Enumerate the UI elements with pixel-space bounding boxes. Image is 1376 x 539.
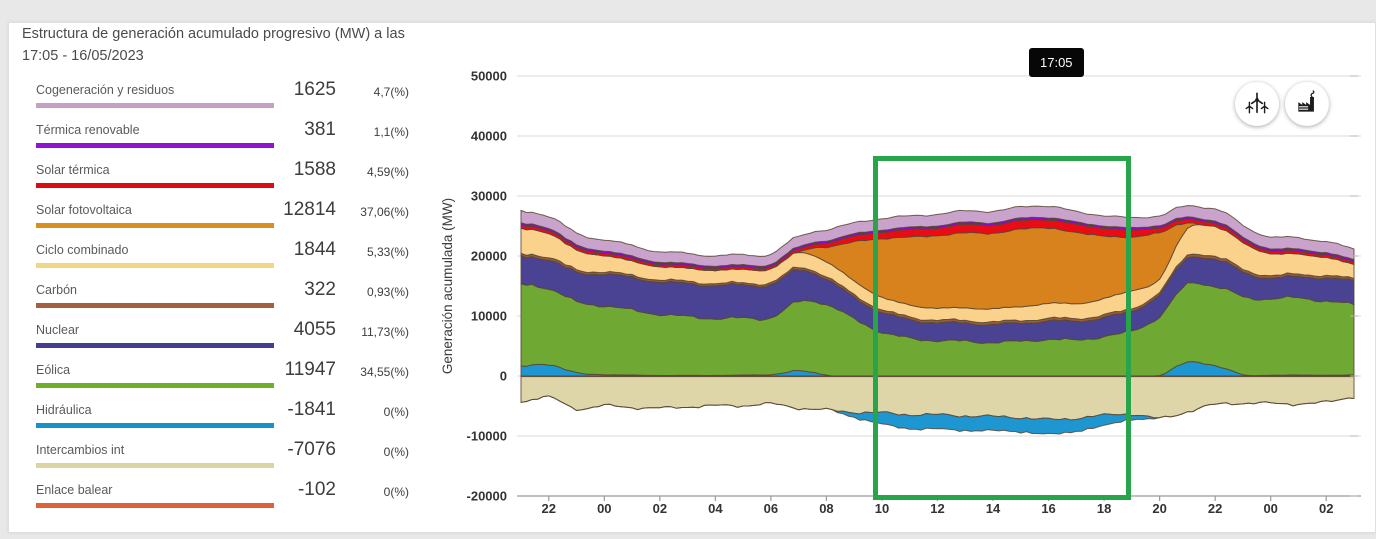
stacked-area-chart[interactable]: 22 00 02 04 06 08 10 12 14 16 18 20 22 00 02 50000 40000… <box>9 23 1376 534</box>
legend-label: Intercambios int <box>36 443 125 457</box>
factory-icon <box>1294 89 1320 119</box>
legend-color-bar <box>36 143 274 148</box>
legend-percent: 0,93(%) <box>366 285 409 299</box>
legend-item-eolica[interactable]: Eólica 11947 34,55(%) <box>36 359 409 401</box>
legend-color-bar <box>36 343 274 348</box>
legend-item-hidraulica[interactable]: Hidráulica -1841 0(%) <box>36 399 409 441</box>
y-tick-label: 50000 <box>471 69 507 84</box>
legend-value: 1844 <box>293 239 336 260</box>
x-tick-label: 16 <box>1041 501 1055 516</box>
legend-percent: 5,33(%) <box>366 245 409 259</box>
wind-turbines-icon <box>1244 90 1270 119</box>
legend-item-solar_fv[interactable]: Solar fotovoltaica 12814 37,06(%) <box>36 199 409 241</box>
legend-label: Térmica renovable <box>36 123 140 137</box>
x-tick-label: 02 <box>653 501 667 516</box>
generation-structure-card: Estructura de generación acumulado progr… <box>8 22 1376 533</box>
x-tick-label: 22 <box>1208 501 1222 516</box>
legend-label: Solar térmica <box>36 163 110 177</box>
legend-item-intercambios[interactable]: Intercambios int -7076 0(%) <box>36 439 409 481</box>
legend-item-cogeneracion[interactable]: Cogeneración y residuos 1625 4,7(%) <box>36 79 409 121</box>
legend-label: Ciclo combinado <box>36 243 129 257</box>
legend-color-bar <box>36 463 274 468</box>
x-tick-label: 18 <box>1097 501 1111 516</box>
wind-farm-filter-button[interactable] <box>1235 82 1279 126</box>
y-tick-label: 40000 <box>471 129 507 144</box>
legend-percent: 0(%) <box>383 485 409 499</box>
legend-color-bar <box>36 183 274 188</box>
legend-value: -7076 <box>287 439 336 460</box>
legend-value: -1841 <box>287 399 336 420</box>
legend-label: Enlace balear <box>36 483 113 497</box>
legend-color-bar <box>36 423 274 428</box>
page-title-datetime: 17:05 - 16/05/2023 <box>22 48 144 64</box>
legend-item-termica_renovable[interactable]: Térmica renovable 381 1,1(%) <box>36 119 409 161</box>
legend-value: -102 <box>297 479 336 500</box>
legend-value: 381 <box>304 119 336 140</box>
legend-percent: 0(%) <box>383 445 409 459</box>
x-tick-label: 10 <box>875 501 889 516</box>
legend-label: Cogeneración y residuos <box>36 83 175 97</box>
legend-value: 4055 <box>293 319 336 340</box>
legend-percent: 34,55(%) <box>360 365 409 379</box>
legend-color-bar <box>36 263 274 268</box>
legend-percent: 4,7(%) <box>373 85 409 99</box>
legend-value: 1588 <box>293 159 336 180</box>
legend-color-bar <box>36 103 274 108</box>
legend-color-bar <box>36 503 274 508</box>
x-tick-label: 00 <box>597 501 611 516</box>
legend-label: Nuclear <box>36 323 80 337</box>
legend-percent: 0(%) <box>383 405 409 419</box>
legend-percent: 1,1(%) <box>373 125 409 139</box>
y-axis: 50000 40000 30000 20000 10000 0 -10000 -20000 <box>467 69 1358 504</box>
chart-areas <box>520 205 1355 435</box>
time-tooltip: 17:05 <box>1029 48 1084 77</box>
x-tick-label: 00 <box>1263 501 1277 516</box>
page-title: Estructura de generación acumulado progr… <box>22 26 405 42</box>
legend-label: Hidráulica <box>36 403 92 417</box>
legend-percent: 37,06(%) <box>360 205 409 219</box>
legend-item-nuclear[interactable]: Nuclear 4055 11,73(%) <box>36 319 409 361</box>
area-cogeneracion[interactable] <box>520 205 1355 268</box>
legend-item-enlace_balear[interactable]: Enlace balear -102 0(%) <box>36 479 409 521</box>
legend-label: Solar fotovoltaica <box>36 203 132 217</box>
y-tick-label: -10000 <box>467 429 507 444</box>
x-tick-label: 14 <box>986 501 1001 516</box>
factory-filter-button[interactable] <box>1285 82 1329 126</box>
legend-item-ciclo[interactable]: Ciclo combinado 1844 5,33(%) <box>36 239 409 281</box>
legend-color-bar <box>36 383 274 388</box>
x-tick-label: 04 <box>708 501 723 516</box>
legend-item-carbon[interactable]: Carbón 322 0,93(%) <box>36 279 409 321</box>
legend-value: 12814 <box>283 199 336 220</box>
x-axis: 22 00 02 04 06 08 10 12 14 16 18 20 22 00 02 <box>517 495 1361 516</box>
y-tick-label: -20000 <box>467 489 507 504</box>
legend-value: 322 <box>304 279 336 300</box>
x-tick-label: 20 <box>1152 501 1166 516</box>
legend-value: 1625 <box>293 79 336 100</box>
legend-item-solar_termica[interactable]: Solar térmica 1588 4,59(%) <box>36 159 409 201</box>
legend-color-bar <box>36 223 274 228</box>
x-tick-label: 12 <box>930 501 944 516</box>
x-tick-label: 06 <box>764 501 778 516</box>
x-tick-label: 22 <box>542 501 556 516</box>
legend-label: Eólica <box>36 363 71 377</box>
legend-label: Carbón <box>36 283 77 297</box>
legend-value: 11947 <box>284 359 336 380</box>
y-tick-label: 10000 <box>471 309 507 324</box>
y-tick-label: 0 <box>500 369 507 384</box>
area-intercambios[interactable] <box>520 376 1355 421</box>
x-tick-label: 08 <box>819 501 833 516</box>
area-hidraulica[interactable] <box>520 395 1355 435</box>
y-axis-title: Generación acumulada (MW) <box>440 198 455 374</box>
x-tick-label: 02 <box>1319 501 1333 516</box>
legend-color-bar <box>36 303 274 308</box>
legend-percent: 4,59(%) <box>366 165 409 179</box>
y-tick-label: 30000 <box>471 189 507 204</box>
y-tick-label: 20000 <box>471 249 507 264</box>
legend-percent: 11,73(%) <box>361 325 409 339</box>
